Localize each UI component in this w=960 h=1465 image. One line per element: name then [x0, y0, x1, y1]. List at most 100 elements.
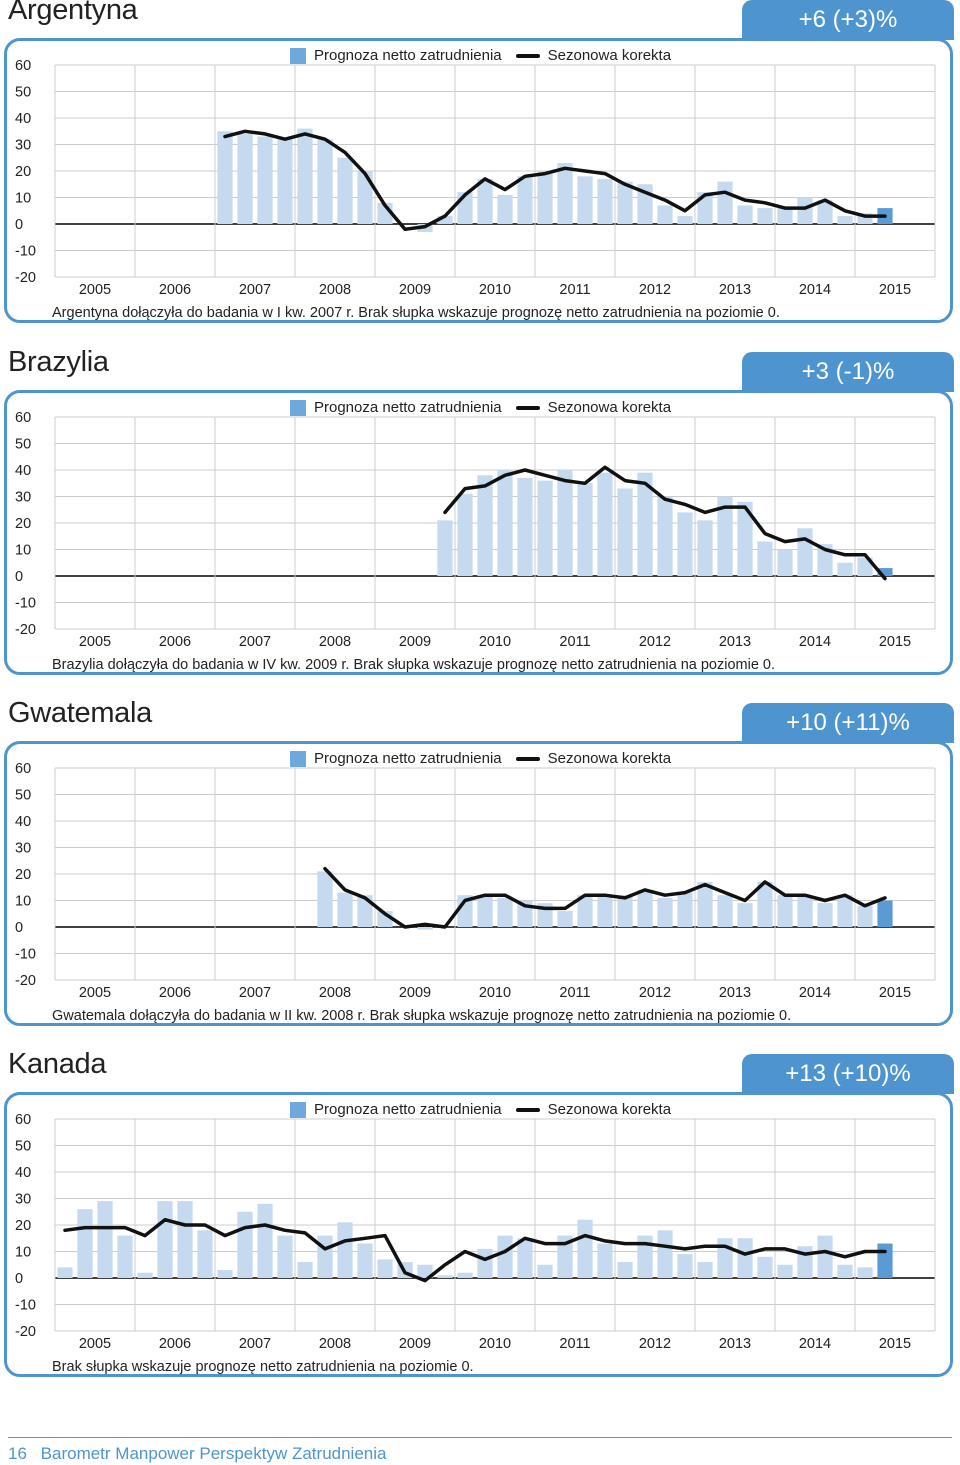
x-tick-label: 2015 — [879, 282, 911, 298]
bar — [537, 1264, 553, 1278]
bar — [657, 897, 673, 927]
bar — [877, 568, 893, 576]
bar — [857, 557, 873, 576]
y-tick-label: 0 — [15, 569, 23, 585]
bar — [737, 205, 753, 224]
bar — [177, 1201, 193, 1278]
bar — [757, 1256, 773, 1278]
bar — [77, 1209, 93, 1278]
y-tick-label: -10 — [15, 244, 36, 260]
y-tick-label: 20 — [15, 516, 31, 532]
bar — [877, 900, 893, 927]
y-tick-label: 50 — [15, 85, 31, 101]
x-tick-label: 2006 — [159, 1336, 191, 1352]
x-tick-label: 2006 — [159, 634, 191, 650]
bar — [577, 1219, 593, 1278]
y-tick-label: 0 — [15, 920, 23, 936]
bar — [157, 1201, 173, 1278]
x-tick-label: 2008 — [319, 634, 351, 650]
bar — [577, 176, 593, 224]
bar — [657, 1230, 673, 1278]
x-tick-label: 2005 — [79, 985, 111, 1001]
bar — [357, 1243, 373, 1278]
seasonal-line — [323, 866, 887, 929]
y-tick-label: 60 — [15, 410, 31, 426]
y-tick-label: 40 — [15, 1165, 31, 1181]
bar — [757, 208, 773, 224]
x-tick-label: 2008 — [319, 1336, 351, 1352]
x-tick-label: 2006 — [159, 985, 191, 1001]
bar — [297, 128, 313, 224]
y-tick-label: -10 — [15, 1298, 36, 1314]
chart-panel: Argentyna +6 (+3)% 60 50 40 30 20 10 0 -10 -20 2005… — [0, 0, 960, 335]
net-outlook-badge: +10 (+11)% — [742, 703, 954, 743]
y-tick-label: 30 — [15, 490, 31, 506]
legend: Prognoza netto zatrudnienia Sezonowa kore… — [290, 750, 671, 767]
x-tick-label: 2014 — [799, 985, 831, 1001]
chart-title: Gwatemala — [8, 697, 152, 729]
legend-line-swatch — [515, 405, 540, 410]
y-tick-label: 40 — [15, 111, 31, 127]
legend-line-swatch — [515, 53, 540, 58]
bar — [857, 213, 873, 224]
x-tick-label: 2012 — [639, 634, 671, 650]
bar — [337, 892, 353, 927]
bar — [477, 895, 493, 927]
y-tick-label: 50 — [15, 788, 31, 804]
chart-note: Brak słupka wskazuje prognozę netto zatr… — [52, 1359, 474, 1375]
bar — [97, 1201, 113, 1278]
y-tick-label: 40 — [15, 463, 31, 479]
x-tick-label: 2005 — [79, 282, 111, 298]
y-tick-label: 0 — [15, 217, 23, 233]
x-tick-label: 2009 — [399, 634, 431, 650]
page-number: 16 — [8, 1444, 27, 1463]
bar — [617, 895, 633, 927]
bar — [817, 1235, 833, 1278]
legend: Prognoza netto zatrudnienia Sezonowa kore… — [290, 399, 671, 416]
bar — [637, 889, 653, 927]
y-tick-label: 50 — [15, 1139, 31, 1155]
x-tick-label: 2011 — [559, 282, 590, 298]
x-tick-label: 2008 — [319, 985, 351, 1001]
y-tick-label: -20 — [15, 270, 36, 286]
bar — [237, 133, 253, 224]
legend-line-label: Sezonowa korekta — [547, 1101, 672, 1118]
y-tick-label: 40 — [15, 814, 31, 830]
x-tick-label: 2011 — [559, 634, 590, 650]
bar — [557, 1235, 573, 1278]
bar — [417, 927, 433, 930]
bar — [797, 895, 813, 927]
x-tick-label: 2009 — [399, 282, 431, 298]
chart-note: Brazylia dołączyła do badania w IV kw. 2… — [52, 657, 776, 673]
x-tick-label: 2011 — [559, 1336, 590, 1352]
x-tick-label: 2014 — [799, 282, 831, 298]
bar — [577, 483, 593, 576]
bar — [737, 1238, 753, 1278]
bar — [237, 1211, 253, 1278]
x-tick-label: 2005 — [79, 1336, 111, 1352]
page-footer: 16 Barometr Manpower Perspektyw Zatrudni… — [8, 1444, 386, 1464]
y-tick-label: 60 — [15, 761, 31, 777]
bar — [857, 1267, 873, 1278]
bar — [877, 1243, 893, 1278]
y-tick-label: 20 — [15, 164, 31, 180]
x-tick-label: 2013 — [719, 985, 751, 1001]
bar — [777, 895, 793, 927]
y-tick-label: 30 — [15, 138, 31, 154]
chart-frame: 60 50 40 30 20 10 0 -10 -20 2005 2006 2007 2008 2009 2… — [4, 390, 953, 675]
bar — [257, 136, 273, 224]
y-tick-label: 10 — [15, 191, 31, 207]
bar — [377, 1259, 393, 1278]
legend-bar-swatch — [290, 399, 306, 416]
net-outlook-badge: +3 (-1)% — [742, 352, 954, 392]
chart-note: Argentyna dołączyła do badania w I kw. 2… — [52, 305, 780, 321]
bar — [417, 1264, 433, 1278]
publication-title: Barometr Manpower Perspektyw Zatrudnieni… — [40, 1444, 387, 1463]
bar — [137, 1272, 153, 1278]
bar — [337, 157, 353, 224]
bar — [437, 216, 453, 224]
bar — [617, 1262, 633, 1278]
bar — [857, 905, 873, 927]
